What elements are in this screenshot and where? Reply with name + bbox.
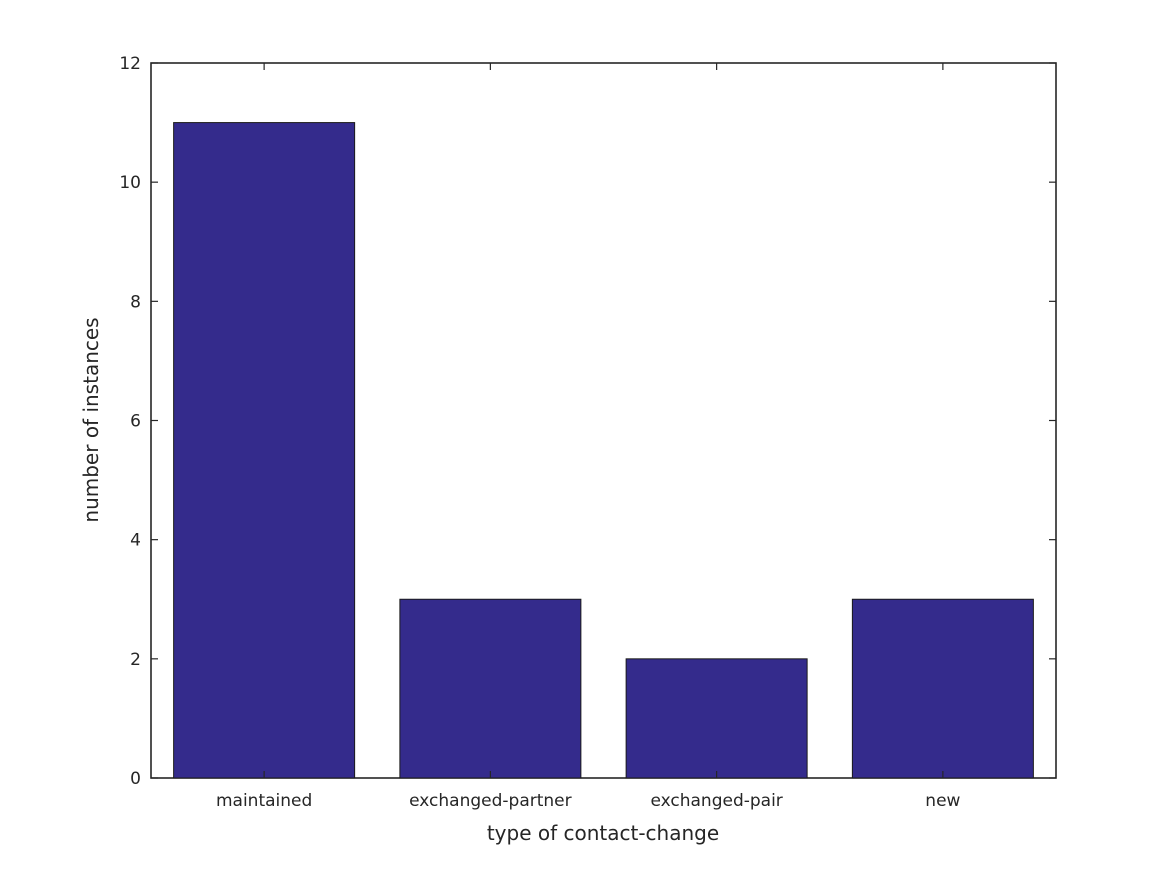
x-tick-label: maintained (216, 791, 312, 811)
y-tick-label: 0 (130, 769, 141, 789)
x-tick-label: exchanged-pair (650, 791, 782, 811)
y-tick-label: 4 (130, 531, 141, 551)
y-tick-label: 8 (130, 292, 141, 312)
bar-maintained (173, 122, 356, 779)
x-axis-label: type of contact-change (487, 821, 719, 845)
y-tick-label: 2 (130, 650, 141, 670)
x-tick-label: exchanged-partner (409, 791, 572, 811)
y-axis-label: number of instances (79, 317, 103, 522)
ticks-group (151, 62, 1056, 779)
y-tick-label: 12 (119, 54, 141, 74)
y-tick-label: 6 (130, 412, 141, 432)
bar-new (851, 598, 1034, 779)
bar-exchanged-pair (625, 658, 808, 779)
tick-labels-group: maintained exchanged-partner exchanged-pai… (119, 54, 960, 811)
x-tick-label: new (925, 791, 960, 811)
y-tick-label: 10 (119, 173, 141, 193)
bars-group (173, 122, 1034, 779)
bar-exchanged-partner (399, 598, 582, 779)
